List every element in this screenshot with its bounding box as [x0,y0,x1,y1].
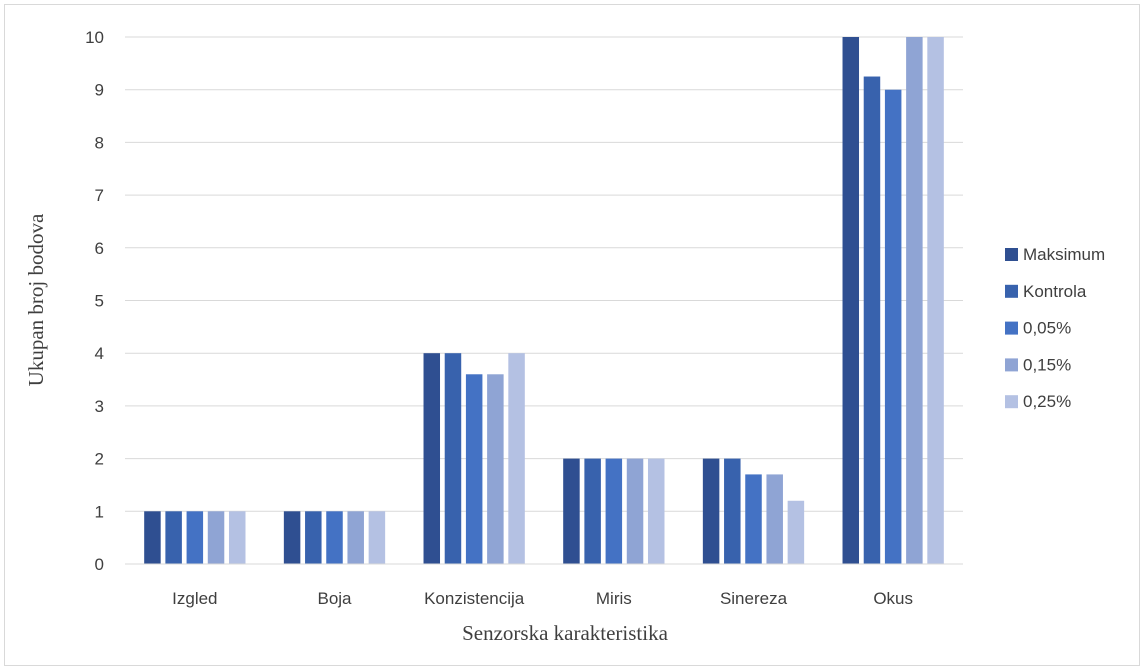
bar [423,353,441,564]
y-tick-label: 8 [95,133,104,152]
legend-item: 0,05% [1005,319,1071,338]
gridlines [125,36,963,512]
bar [787,500,805,564]
y-tick-label: 6 [95,239,104,258]
bar [508,353,525,564]
y-tick-label: 5 [95,292,104,311]
x-tick-label: Okus [873,589,913,608]
bar [626,458,644,564]
bar [906,37,923,564]
x-tick-label: Izgled [172,589,217,608]
legend-label: Maksimum [1023,245,1105,264]
bar [347,511,364,564]
legend-label: 0,05% [1023,319,1071,338]
legend-swatch [1005,358,1018,372]
legend-swatch [1005,395,1018,409]
y-tick-label: 1 [95,502,104,521]
legend-item: 0,25% [1005,392,1071,411]
y-axis-title: Ukupan broj bodova [24,213,48,386]
bar [563,458,580,564]
x-tick-labels: Izgled Boja Konzistencija Miris Sinereza Okus [172,589,913,608]
bar [863,76,881,565]
bar [283,511,301,564]
y-tick-label: 10 [85,28,104,47]
bar [207,511,225,564]
y-tick-labels: 0 1 2 3 4 5 6 7 8 9 10 [85,28,104,574]
legend: Maksimum Kontrola 0,05% 0,15% 0,25% [1005,245,1105,411]
legend-item: Kontrola [1005,282,1087,301]
bar [165,511,182,564]
bar [724,458,741,564]
y-tick-label: 4 [95,344,104,363]
bar [326,511,343,564]
bar [584,458,601,564]
y-tick-label: 2 [95,450,104,469]
x-tick-label: Boja [317,589,352,608]
x-tick-label: Sinereza [720,589,788,608]
bar [927,37,944,564]
y-tick-label: 3 [95,397,104,416]
legend-label: 0,25% [1023,392,1071,411]
bar [368,511,386,564]
legend-label: 0,15% [1023,355,1071,374]
bar [647,458,665,564]
bar [228,511,246,564]
bar [444,353,462,564]
legend-label: Kontrola [1023,282,1087,301]
bars [144,37,944,565]
bar [842,37,860,564]
legend-swatch [1005,284,1018,298]
bar [487,374,504,564]
bar [305,511,322,564]
y-tick-label: 7 [95,186,104,205]
bar [605,458,623,564]
x-axis-title: Senzorska karakteristika [462,621,669,645]
bar [745,474,762,564]
bar [884,89,902,564]
legend-swatch [1005,321,1018,335]
x-tick-label: Miris [596,589,632,608]
bar [766,474,783,564]
bar [144,511,161,564]
bar [465,374,483,564]
bar [702,458,720,564]
bar [186,511,204,564]
y-tick-label: 9 [95,81,104,100]
legend-swatch [1005,248,1018,261]
legend-item: 0,15% [1005,355,1071,374]
y-tick-label: 0 [95,555,104,574]
legend-item: Maksimum [1005,245,1105,264]
x-tick-label: Konzistencija [424,589,525,608]
